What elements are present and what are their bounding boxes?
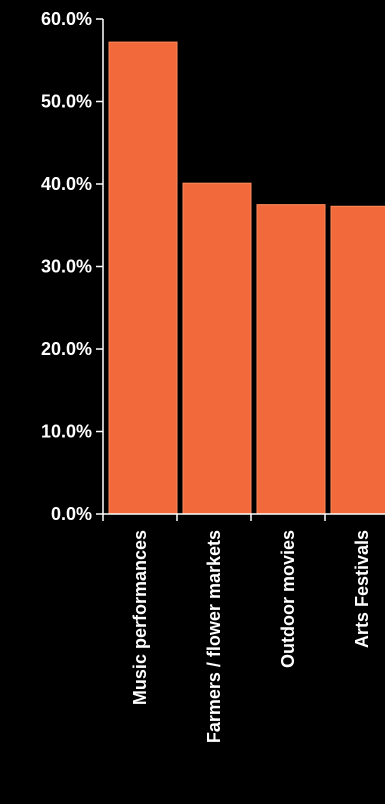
labels-layer: 0.0% 10.0% 20.0% 30.0% 40.0% 50.0% 60.0% Music … bbox=[41, 9, 372, 743]
bar-2 bbox=[182, 182, 252, 515]
x-tick-label: Music performances bbox=[130, 530, 150, 705]
y-tick-label: 10.0% bbox=[41, 422, 92, 442]
x-tick-label: Farmers / flower markets bbox=[204, 530, 224, 743]
bar-3 bbox=[256, 204, 326, 515]
y-tick-label: 50.0% bbox=[41, 92, 92, 112]
bars-layer bbox=[108, 41, 385, 515]
x-tick-label: Outdoor movies bbox=[278, 530, 298, 668]
y-tick-label: 0.0% bbox=[51, 504, 92, 524]
y-tick-label: 40.0% bbox=[41, 174, 92, 194]
y-tick-label: 60.0% bbox=[41, 9, 92, 29]
axes-layer bbox=[96, 18, 385, 521]
y-tick-label: 20.0% bbox=[41, 339, 92, 359]
y-tick-label: 30.0% bbox=[41, 257, 92, 277]
x-tick-label: Arts Festivals bbox=[352, 530, 372, 648]
bar-1 bbox=[108, 41, 178, 515]
bar-4 bbox=[330, 205, 385, 515]
